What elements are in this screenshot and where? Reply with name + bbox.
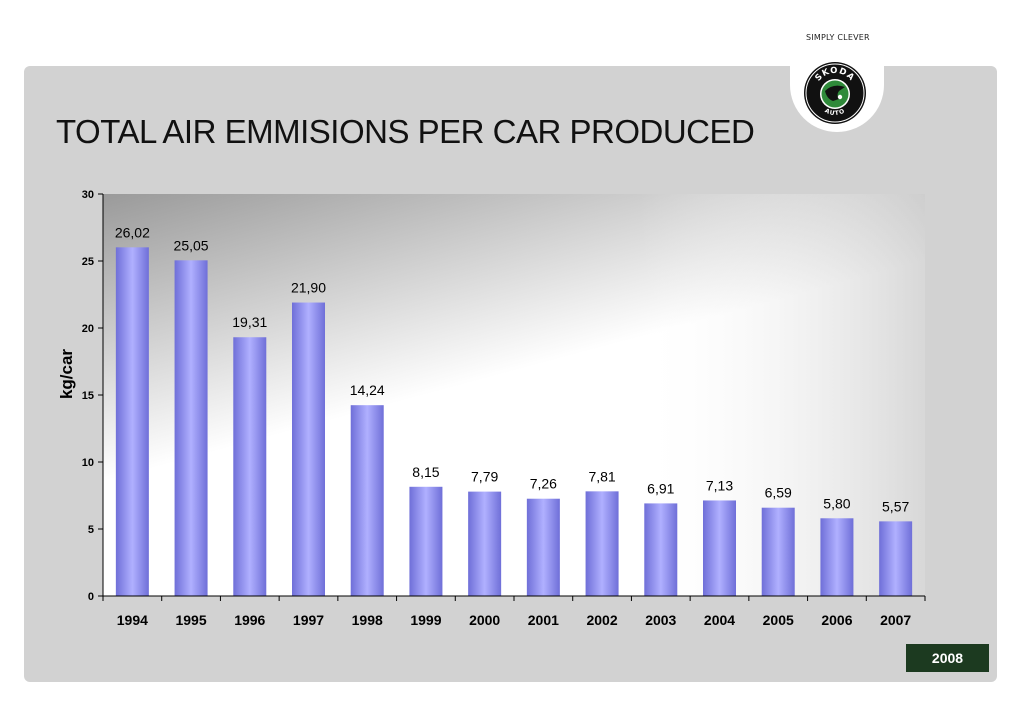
y-tick-label-20: 20 — [82, 323, 94, 335]
data-label-2000: 7,79 — [471, 469, 498, 485]
x-tick-label-1998: 1998 — [352, 612, 383, 628]
x-tick-label-2007: 2007 — [880, 612, 911, 628]
data-label-2005: 6,59 — [765, 485, 792, 501]
y-axis-label: kg/car — [57, 349, 76, 399]
y-tick-label-0: 0 — [88, 591, 94, 603]
x-tick-label-2000: 2000 — [469, 612, 500, 628]
y-tick-label-10: 10 — [82, 457, 94, 469]
data-label-2002: 7,81 — [588, 468, 615, 484]
y-tick-label-15: 15 — [82, 390, 94, 402]
x-tick-label-1994: 1994 — [117, 612, 148, 628]
data-label-1996: 19,31 — [232, 314, 267, 330]
data-label-1994: 26,02 — [115, 224, 150, 240]
data-label-2003: 6,91 — [647, 480, 674, 496]
bar-2001 — [526, 498, 560, 596]
x-tick-label-2001: 2001 — [528, 612, 559, 628]
bar-2006 — [820, 518, 854, 596]
bar-2000 — [468, 491, 502, 596]
plot-area-shade — [103, 194, 925, 596]
x-tick-label-1997: 1997 — [293, 612, 324, 628]
data-label-1995: 25,05 — [174, 237, 209, 253]
x-tick-label-2004: 2004 — [704, 612, 735, 628]
x-tick-label-1995: 1995 — [175, 612, 206, 628]
bar-1998 — [350, 405, 384, 596]
x-tick-label-1999: 1999 — [410, 612, 441, 628]
data-label-2001: 7,26 — [530, 476, 557, 492]
slide-title: TOTAL AIR EMMISIONS PER CAR PRODUCED — [56, 113, 755, 150]
bar-1994 — [115, 247, 149, 596]
year-badge: 2008 — [906, 644, 989, 672]
bar-2003 — [644, 503, 678, 596]
data-label-2007: 5,57 — [882, 498, 909, 514]
x-tick-label-1996: 1996 — [234, 612, 265, 628]
data-label-2006: 5,80 — [823, 495, 850, 511]
x-tick-label-2005: 2005 — [763, 612, 794, 628]
data-label-2004: 7,13 — [706, 477, 733, 493]
bar-2007 — [879, 521, 913, 596]
x-tick-label-2002: 2002 — [586, 612, 617, 628]
data-label-1999: 8,15 — [412, 464, 439, 480]
bar-1996 — [233, 337, 267, 596]
y-tick-label-30: 30 — [82, 189, 94, 201]
y-tick-label-5: 5 — [88, 524, 94, 536]
brand-tagline: SIMPLY CLEVER — [806, 33, 870, 42]
bar-1997 — [292, 302, 325, 596]
bar-2002 — [585, 491, 619, 596]
x-tick-label-2006: 2006 — [821, 612, 852, 628]
skoda-logo-icon: SKODA AUTO — [804, 62, 866, 124]
bar-2004 — [703, 500, 736, 596]
bar-1995 — [174, 260, 208, 596]
bar-1999 — [409, 486, 443, 596]
data-label-1998: 14,24 — [350, 382, 385, 398]
data-label-1997: 21,90 — [291, 280, 326, 296]
logo-bottom-text: AUTO — [823, 107, 845, 117]
x-tick-label-2003: 2003 — [645, 612, 676, 628]
svg-text:AUTO: AUTO — [823, 107, 846, 117]
y-tick-label-25: 25 — [82, 256, 94, 268]
bar-2005 — [761, 507, 795, 596]
